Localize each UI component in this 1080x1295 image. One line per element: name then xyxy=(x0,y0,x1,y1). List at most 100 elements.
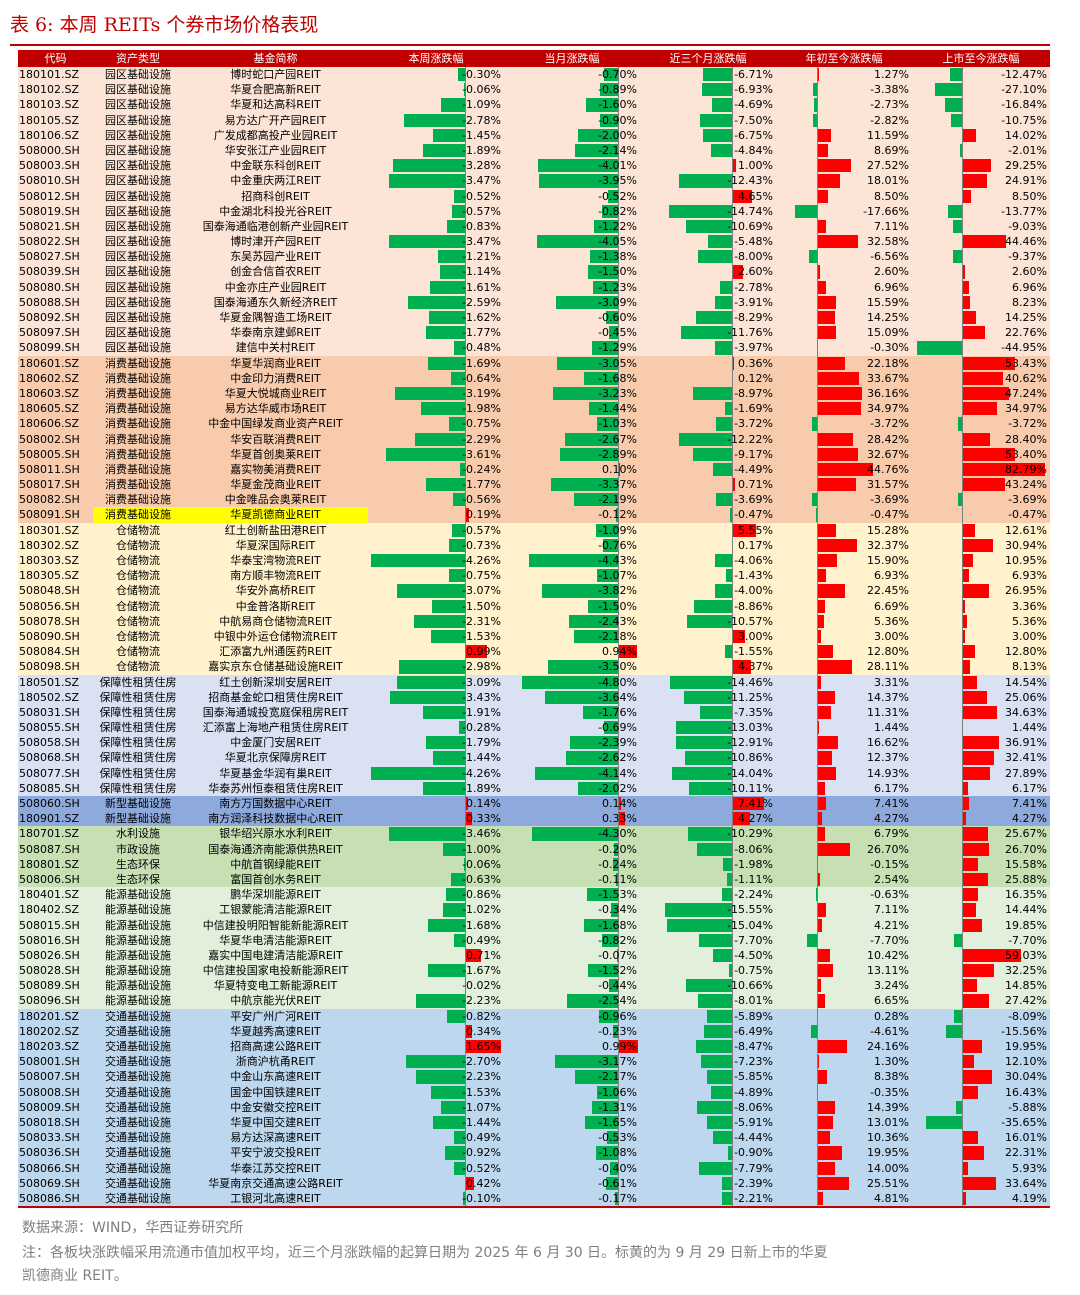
three-month-change-label: 0.71% xyxy=(738,478,773,492)
asset-type: 消费基础设施 xyxy=(105,462,171,476)
ytd-change-label: 7.11% xyxy=(874,219,909,233)
week-zero-axis xyxy=(465,1023,466,1039)
fund-code: 508026.SH xyxy=(19,948,80,962)
fund-name: 中航易商仓储物流REIT xyxy=(219,614,332,628)
three-month-change-label: -8.29% xyxy=(734,311,773,324)
fund-name: 华夏合肥高新REIT xyxy=(230,83,321,97)
ytd-change-label: 10.42% xyxy=(867,948,909,962)
since-listing-zero-axis xyxy=(962,704,963,721)
three-month-change-bar xyxy=(710,1085,732,1099)
week-change-label: -3.07% xyxy=(462,584,501,598)
month-zero-axis xyxy=(618,1130,619,1146)
asset-type: 消费基础设施 xyxy=(105,493,171,507)
week-change-bar xyxy=(428,918,465,932)
month-change-label: -0.52% xyxy=(598,189,637,203)
ytd-zero-axis xyxy=(817,249,818,265)
week-zero-axis xyxy=(465,902,466,918)
month-change-label: -0.11% xyxy=(598,872,637,886)
since-listing-change-label: 19.85% xyxy=(1005,918,1047,932)
fund-name: 中金印力消费REIT xyxy=(230,371,321,385)
month-zero-axis xyxy=(618,218,619,235)
month-zero-axis xyxy=(618,568,619,584)
fund-name: 华夏北京保障房REIT xyxy=(224,751,327,765)
ytd-change-label: 5.36% xyxy=(874,614,909,628)
since-listing-zero-axis xyxy=(962,492,963,508)
month-zero-axis xyxy=(618,947,619,964)
fund-name: 华安百联消费REIT xyxy=(230,432,321,446)
month-change-label: -0.61% xyxy=(598,1176,637,1190)
ytd-zero-axis xyxy=(817,1084,818,1100)
fund-name: 国泰海通临港创新产业园REIT xyxy=(202,219,349,233)
three-month-change-bar xyxy=(697,994,732,1008)
table-row: 180801.SZ 生态环保 中航首钢绿能REIT -0.06% -0.24% -1.98… xyxy=(18,856,1050,872)
ytd-zero-axis xyxy=(817,735,818,751)
table-row: 508021.SH 园区基础设施 国泰海通临港创新产业园REIT -0.83% -1.2… xyxy=(18,218,1050,235)
month-zero-axis xyxy=(618,704,619,721)
week-change-bar xyxy=(465,1040,502,1054)
three-month-change-bar xyxy=(698,933,732,947)
since-listing-change-bar xyxy=(962,569,969,583)
since-listing-change-label: 14.44% xyxy=(1005,903,1047,917)
asset-type: 能源基础设施 xyxy=(105,948,171,962)
table-row: 180105.SZ 园区基础设施 易方达广开产园REIT -2.78% -0.90% -7… xyxy=(18,112,1050,128)
ytd-change-bar xyxy=(817,812,823,826)
ytd-change-bar xyxy=(817,1191,823,1206)
week-zero-axis xyxy=(465,689,466,705)
ytd-zero-axis xyxy=(817,689,818,705)
week-change-label: -1.44% xyxy=(462,751,501,765)
ytd-zero-axis xyxy=(817,97,818,113)
fund-name: 创金合信首农REIT xyxy=(230,265,321,279)
ytd-change-bar xyxy=(817,235,858,249)
three-month-change-label: -14.74% xyxy=(727,204,773,218)
fund-name: 南方顺丰物流REIT xyxy=(230,569,321,583)
month-zero-axis xyxy=(618,112,619,128)
month-zero-axis xyxy=(618,887,619,903)
ytd-change-label: 44.76% xyxy=(867,462,909,476)
since-listing-zero-axis xyxy=(962,127,963,143)
asset-type: 消费基础设施 xyxy=(105,478,171,492)
three-month-change-bar xyxy=(722,888,732,902)
header-fund-name: 基金简称 xyxy=(253,52,298,65)
month-change-label: -3.82% xyxy=(598,584,637,598)
table-row: 508055.SH 保障性租赁住房 汇添富上海地产租赁住房REIT -0.28% -0.… xyxy=(18,720,1050,736)
month-zero-axis xyxy=(618,477,619,493)
fund-code: 508039.SH xyxy=(19,265,80,279)
week-zero-axis xyxy=(465,1190,466,1207)
since-listing-change-bar xyxy=(962,645,975,659)
since-listing-zero-axis xyxy=(962,993,963,1009)
ytd-zero-axis xyxy=(817,1175,818,1191)
three-month-change-bar xyxy=(728,1146,732,1160)
ytd-change-label: 4.27% xyxy=(874,812,909,826)
since-listing-change-label: 34.63% xyxy=(1005,705,1047,719)
asset-type: 仓储物流 xyxy=(116,569,160,583)
month-change-label: -2.67% xyxy=(598,432,637,446)
ytd-change-label: 8.38% xyxy=(874,1070,909,1084)
week-zero-axis xyxy=(465,796,466,812)
table-row: 508036.SH 交通基础设施 平安宁波交投REIT -0.92% -1.08% -0.… xyxy=(18,1145,1050,1161)
month-change-label: 0.94% xyxy=(602,645,637,659)
table-row: 508084.SH 仓储物流 汇添富九州通医药REIT 0.99% 0.94% -1.55… xyxy=(18,644,1050,660)
week-change-bar xyxy=(426,478,465,492)
since-listing-change-label: 6.93% xyxy=(1012,569,1047,583)
month-change-label: -0.76% xyxy=(598,538,637,552)
ytd-change-bar xyxy=(817,280,826,294)
table-row: 508019.SH 园区基础设施 中金湖北科投光谷REIT -0.57% -0.82% -… xyxy=(18,203,1050,219)
week-change-label: -3.46% xyxy=(462,827,501,841)
month-change-bar xyxy=(584,371,618,385)
ytd-zero-axis xyxy=(817,142,818,159)
week-zero-axis xyxy=(465,112,466,128)
fund-name: 中金重庆两江REIT xyxy=(230,174,321,188)
three-month-change-bar xyxy=(712,948,732,963)
week-zero-axis xyxy=(465,659,466,675)
three-month-change-label: -8.01% xyxy=(734,994,773,1008)
week-change-label: -0.75% xyxy=(462,569,501,583)
month-change-bar xyxy=(596,569,618,583)
month-zero-axis xyxy=(618,1190,619,1207)
week-change-label: -0.86% xyxy=(462,888,501,902)
fund-name: 中信建投明阳智能新能源REIT xyxy=(202,918,349,932)
three-month-zero-axis xyxy=(732,370,733,386)
three-month-zero-axis xyxy=(732,1175,733,1191)
month-change-bar xyxy=(588,265,618,279)
week-zero-axis xyxy=(465,1099,466,1115)
ytd-change-bar xyxy=(817,979,822,993)
